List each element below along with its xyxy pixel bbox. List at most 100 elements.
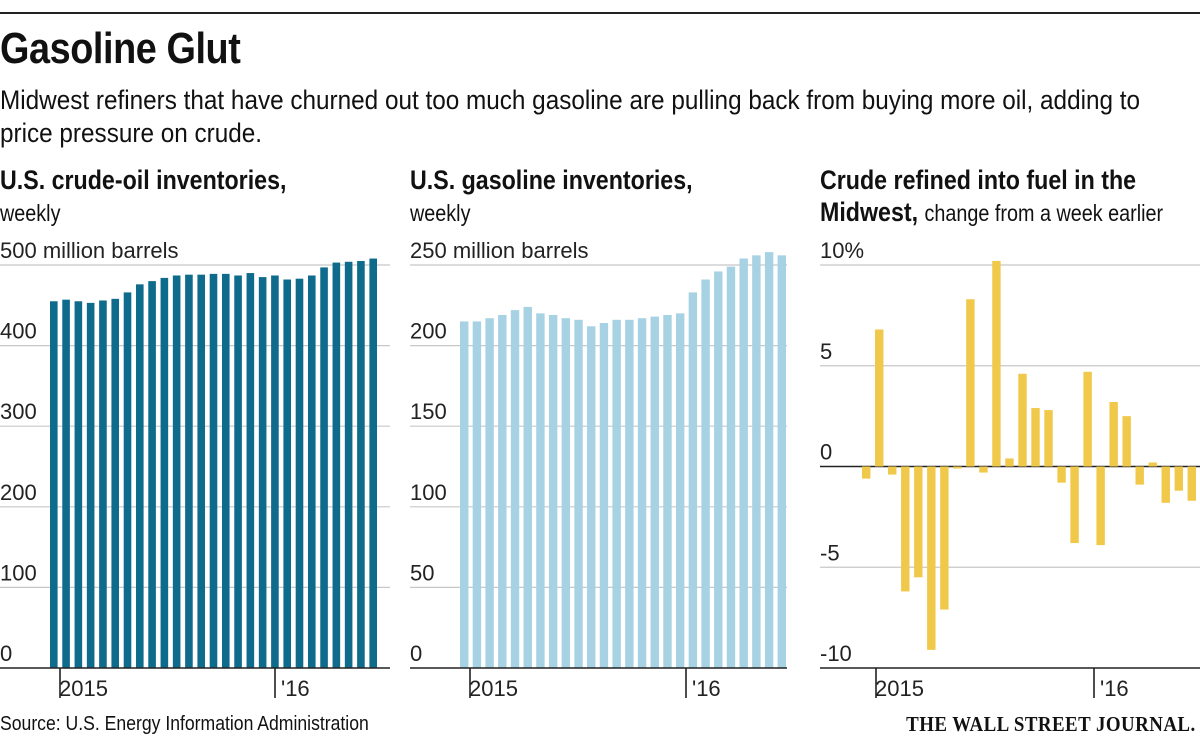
bar-gasoline-24	[764, 252, 774, 668]
bar-crude-12	[197, 274, 206, 668]
crude-inventories-chart: 0 100 200 300 400 500 million barrels 2015 '16	[0, 238, 390, 701]
panel-1-title-light: weekly	[0, 200, 61, 226]
bar-crude-18	[271, 275, 279, 668]
y-tick-label-refined-2: 0	[820, 440, 832, 465]
x-tick-label-gasoline-1: '16	[692, 676, 721, 701]
bar-crude-11	[185, 274, 193, 668]
bar-gasoline-3	[498, 314, 507, 668]
midwest-refined-change-chart: -10 -5 0 5 10% 2015 '16	[820, 238, 1200, 701]
bar-crude-22	[320, 267, 328, 668]
bar-gasoline-21	[726, 266, 736, 668]
bar-crude-21	[307, 275, 316, 668]
bar-refined-17	[1083, 371, 1092, 467]
bar-gasoline-2	[485, 318, 494, 668]
bar-crude-15	[234, 275, 242, 668]
y-tick-label-crude-0: 0	[0, 641, 12, 666]
panel-3-title-bold: Crude refined into fuel in the	[820, 165, 1137, 195]
bar-gasoline-23	[752, 255, 761, 668]
y-tick-label-refined-0: -10	[820, 641, 852, 666]
bar-refined-6	[940, 466, 949, 610]
bar-refined-2	[888, 466, 897, 475]
bar-gasoline-20	[714, 271, 723, 668]
publisher-logo: THE WALL STREET JOURNAL.	[906, 712, 1196, 736]
bar-crude-0	[50, 301, 58, 668]
y-tick-label-crude-3: 300	[0, 399, 37, 424]
bar-refined-4	[914, 466, 923, 578]
bar-refined-0	[862, 466, 871, 479]
y-tick-label-refined-4: 10%	[820, 238, 864, 263]
x-tick-label-gasoline-0: 2015	[469, 676, 518, 701]
bar-refined-24	[1174, 466, 1183, 491]
bar-gasoline-22	[739, 258, 748, 668]
bar-refined-23	[1161, 466, 1170, 503]
bar-crude-4	[99, 300, 107, 668]
bar-crude-2	[74, 301, 83, 668]
gasoline-inventories-chart: 0 50 100 150 200 250 million barrels 2015 '16	[410, 238, 787, 701]
bar-gasoline-13	[625, 319, 634, 668]
top-rule	[0, 12, 1200, 14]
bar-refined-20	[1122, 416, 1131, 467]
panel-3-title-bold2: Midwest,	[820, 197, 919, 227]
bar-gasoline-10	[587, 326, 596, 668]
bar-crude-5	[111, 298, 120, 668]
panel-1-title-bold: U.S. crude-oil inventories,	[0, 165, 287, 195]
panel-1-title: U.S. crude-oil inventories, weekly	[0, 164, 286, 229]
bar-gasoline-8	[561, 318, 571, 668]
chart-title: Gasoline Glut	[0, 24, 241, 73]
panel-2-title: U.S. gasoline inventories, weekly	[410, 164, 693, 229]
bar-gasoline-14	[637, 318, 647, 668]
bar-refined-18	[1096, 466, 1105, 546]
bar-crude-17	[258, 277, 267, 668]
bar-refined-19	[1109, 402, 1118, 467]
bar-refined-5	[927, 466, 936, 650]
source-note: Source: U.S. Energy Information Administ…	[0, 713, 369, 735]
x-tick-label-crude-0: 2015	[59, 676, 108, 701]
y-tick-label-crude-1: 100	[0, 560, 37, 585]
bar-crude-6	[123, 292, 132, 668]
bar-crude-24	[344, 261, 353, 668]
bar-gasoline-19	[701, 279, 710, 668]
y-tick-label-crude-2: 200	[0, 480, 37, 505]
bar-refined-15	[1057, 466, 1066, 483]
bar-crude-19	[283, 279, 292, 668]
bar-crude-8	[148, 281, 156, 668]
bar-gasoline-7	[548, 314, 558, 668]
bar-crude-1	[62, 299, 70, 668]
bar-crude-10	[172, 275, 181, 668]
bar-refined-21	[1135, 466, 1144, 485]
bar-refined-9	[979, 466, 988, 473]
bar-gasoline-0	[460, 321, 469, 668]
x-tick-label-refined-1: '16	[1100, 676, 1129, 701]
bar-refined-3	[901, 466, 910, 592]
bar-crude-3	[86, 302, 95, 668]
bar-crude-16	[246, 273, 255, 668]
y-tick-label-gasoline-0: 0	[410, 641, 422, 666]
y-tick-label-crude-4: 400	[0, 319, 37, 344]
bar-crude-20	[295, 278, 304, 668]
bar-crude-9	[160, 277, 169, 668]
bar-crude-25	[357, 260, 365, 668]
bar-crude-13	[209, 273, 218, 668]
y-tick-label-gasoline-5: 250 million barrels	[410, 238, 589, 263]
bar-gasoline-25	[777, 255, 786, 668]
bar-refined-1	[875, 329, 884, 467]
y-tick-label-refined-3: 5	[820, 339, 832, 364]
bar-refined-14	[1044, 410, 1053, 467]
bar-crude-7	[135, 284, 144, 668]
x-tick-label-crude-1: '16	[281, 676, 310, 701]
bar-gasoline-4	[510, 310, 520, 668]
bar-gasoline-6	[536, 313, 545, 668]
y-tick-label-gasoline-4: 200	[410, 319, 447, 344]
y-tick-label-gasoline-1: 50	[410, 560, 434, 585]
bar-refined-13	[1031, 408, 1040, 467]
bar-crude-23	[332, 262, 341, 668]
bar-gasoline-15	[650, 316, 659, 668]
bar-gasoline-17	[675, 313, 685, 668]
bar-gasoline-5	[523, 306, 532, 668]
panel-2-title-light: weekly	[410, 200, 471, 226]
bar-gasoline-9	[574, 319, 583, 668]
bar-refined-8	[966, 299, 975, 467]
bar-refined-12	[1018, 373, 1027, 467]
bar-refined-16	[1070, 466, 1079, 544]
